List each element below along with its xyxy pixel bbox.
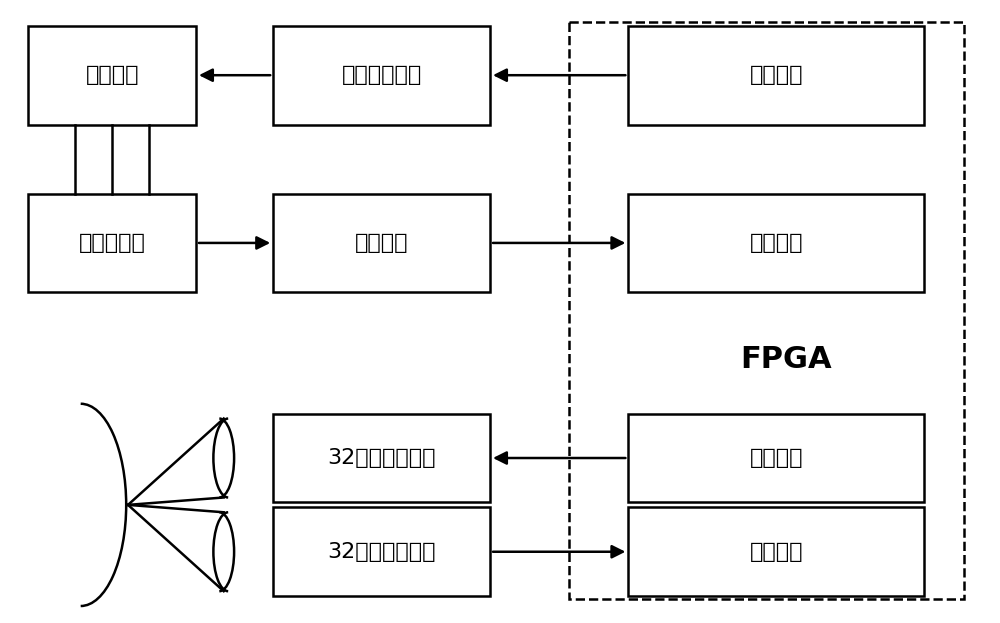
Bar — [28, 194, 196, 292]
Bar — [628, 414, 924, 502]
Text: 增量编码器: 增量编码器 — [79, 233, 146, 253]
Text: 逻辑细分: 逻辑细分 — [355, 233, 408, 253]
Bar — [273, 414, 490, 502]
Text: 时序控制: 时序控制 — [750, 233, 803, 253]
Text: FPGA: FPGA — [740, 345, 832, 374]
Bar — [273, 194, 490, 292]
Text: 电机控制: 电机控制 — [750, 65, 803, 85]
Text: 32通道激光探测: 32通道激光探测 — [327, 542, 436, 562]
Text: 采集控制: 采集控制 — [750, 542, 803, 562]
Text: 力矩电机: 力矩电机 — [86, 65, 139, 85]
Bar — [628, 26, 924, 125]
Bar — [628, 194, 924, 292]
Bar — [273, 507, 490, 596]
Bar — [628, 507, 924, 596]
Text: 触发控制: 触发控制 — [750, 448, 803, 468]
Bar — [569, 22, 964, 599]
Text: 电机驱动单元: 电机驱动单元 — [341, 65, 422, 85]
Text: 32通道激光驱动: 32通道激光驱动 — [327, 448, 436, 468]
Bar — [28, 26, 196, 125]
Bar — [273, 26, 490, 125]
